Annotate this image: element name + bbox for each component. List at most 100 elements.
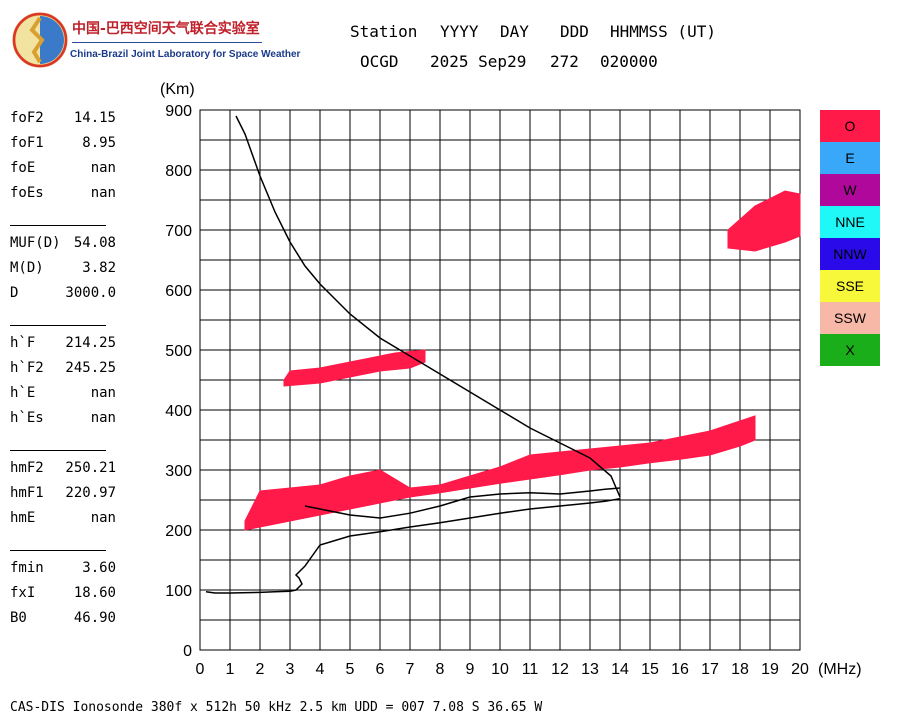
- parameter-panel: foF2 14.15 foF1 8.95 foE nan foEs nan MUF(D) 54.0…: [0, 0, 130, 650]
- legend-item: SSE: [820, 270, 880, 302]
- x-tick-label: 7: [406, 661, 415, 678]
- legend-item: NNW: [820, 238, 880, 270]
- header-date-value: 2025 Sep29: [430, 52, 527, 71]
- param-value: 14.15: [73, 110, 116, 126]
- param-value: 3.60: [82, 560, 116, 576]
- header-year-label: YYYY: [440, 22, 479, 41]
- param-value: nan: [90, 185, 116, 201]
- legend-item: E: [820, 142, 880, 174]
- y-tick-label: 500: [165, 343, 192, 360]
- param-value: nan: [90, 410, 116, 426]
- trace-line: [235, 115, 621, 498]
- header-day-label: DAY: [500, 22, 529, 41]
- param-name: B0: [10, 610, 27, 626]
- x-tick-label: 13: [581, 661, 599, 678]
- param-name: h`Es: [10, 410, 44, 426]
- echo-region: [283, 349, 426, 387]
- x-tick-label: 12: [551, 661, 569, 678]
- trace-line: [304, 487, 621, 519]
- param-separator: [10, 550, 106, 551]
- logo-divider: [72, 42, 262, 43]
- param-name: hmE: [10, 510, 36, 526]
- header-time-value: 020000: [600, 52, 658, 71]
- y-tick-label: 300: [165, 463, 192, 480]
- x-tick-label: 20: [791, 661, 809, 678]
- param-name: hmF2: [10, 460, 44, 476]
- legend-item: O: [820, 110, 880, 142]
- param-separator: [10, 225, 106, 226]
- param-value: 8.95: [82, 135, 116, 151]
- param-name: M(D): [10, 260, 44, 276]
- y-tick-label: 400: [165, 403, 192, 420]
- header-station-value: OCGD: [360, 52, 399, 71]
- x-tick-label: 14: [611, 661, 629, 678]
- x-tick-label: 2: [256, 661, 265, 678]
- param-value: 54.08: [73, 235, 116, 251]
- echo-region: [727, 190, 801, 252]
- param-value: 250.21: [65, 460, 116, 476]
- param-value: 245.25: [65, 360, 116, 376]
- x-axis-label: (MHz): [818, 661, 862, 678]
- logo: 中国-巴西空间天气联合实验室 China-Brazil Joint Labora…: [12, 12, 300, 70]
- y-tick-label: 100: [165, 583, 192, 600]
- param-value: 3000.0: [65, 285, 116, 301]
- param-value: nan: [90, 385, 116, 401]
- y-tick-label: 200: [165, 523, 192, 540]
- logo-name-cn: 中国-巴西空间天气联合实验室: [72, 21, 260, 37]
- x-tick-label: 9: [466, 661, 475, 678]
- legend-item: W: [820, 174, 880, 206]
- param-value: nan: [90, 510, 116, 526]
- y-tick-label: 800: [165, 163, 192, 180]
- param-value: 214.25: [65, 335, 116, 351]
- y-tick-label: 900: [165, 103, 192, 120]
- param-value: nan: [90, 160, 116, 176]
- param-name: D: [10, 285, 19, 301]
- x-tick-label: 16: [671, 661, 689, 678]
- legend-item: X: [820, 334, 880, 366]
- param-name: foF2: [10, 110, 44, 126]
- x-tick-label: 15: [641, 661, 659, 678]
- param-name: foE: [10, 160, 36, 176]
- param-name: fmin: [10, 560, 44, 576]
- globe-icon: [12, 12, 68, 68]
- y-tick-label: 600: [165, 283, 192, 300]
- x-tick-label: 6: [376, 661, 385, 678]
- x-tick-label: 8: [436, 661, 445, 678]
- legend-item: SSW: [820, 302, 880, 334]
- x-tick-label: 10: [491, 661, 509, 678]
- y-axis-label: (Km): [160, 81, 195, 98]
- x-tick-label: 4: [316, 661, 325, 678]
- x-tick-label: 0: [196, 661, 205, 678]
- logo-name-en: China-Brazil Joint Laboratory for Space …: [70, 49, 301, 60]
- footer-info: CAS-DIS Ionosonde 380f x 512h 50 kHz 2.5…: [10, 700, 543, 715]
- echo-region: [244, 415, 756, 531]
- param-separator: [10, 325, 106, 326]
- x-tick-label: 5: [346, 661, 355, 678]
- param-name: h`E: [10, 385, 36, 401]
- x-tick-label: 1: [226, 661, 235, 678]
- legend-item: NNE: [820, 206, 880, 238]
- x-tick-label: 18: [731, 661, 749, 678]
- param-name: foF1: [10, 135, 44, 151]
- header-doy-label: DDD: [560, 22, 589, 41]
- param-separator: [10, 450, 106, 451]
- param-value: 220.97: [65, 485, 116, 501]
- param-name: hmF1: [10, 485, 44, 501]
- x-tick-label: 17: [701, 661, 719, 678]
- param-name: h`F2: [10, 360, 44, 376]
- param-value: 3.82: [82, 260, 116, 276]
- param-value: 18.60: [73, 585, 116, 601]
- x-tick-label: 11: [522, 661, 539, 678]
- y-tick-label: 0: [183, 643, 192, 660]
- param-name: h`F: [10, 335, 36, 351]
- header-doy-value: 272: [550, 52, 579, 71]
- param-name: fxI: [10, 585, 36, 601]
- header-time-label: HHMMSS (UT): [610, 22, 716, 41]
- x-tick-label: 19: [761, 661, 779, 678]
- param-name: MUF(D): [10, 235, 61, 251]
- param-value: 46.90: [73, 610, 116, 626]
- y-tick-label: 700: [165, 223, 192, 240]
- param-name: foEs: [10, 185, 44, 201]
- header-station-label: Station: [350, 22, 418, 41]
